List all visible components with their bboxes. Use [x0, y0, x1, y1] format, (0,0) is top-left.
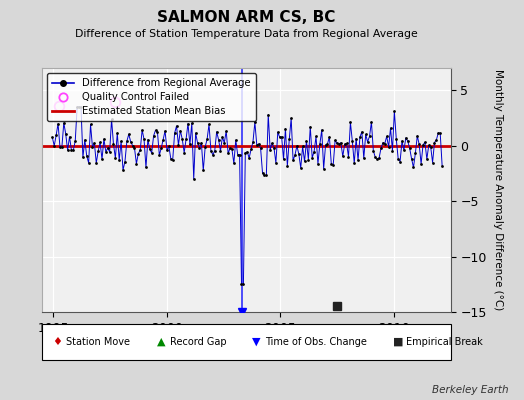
Text: Empirical Break: Empirical Break	[406, 337, 483, 347]
Text: Station Move: Station Move	[66, 337, 129, 347]
Text: Berkeley Earth: Berkeley Earth	[432, 385, 508, 395]
Text: ▼: ▼	[252, 337, 260, 347]
Text: Difference of Station Temperature Data from Regional Average: Difference of Station Temperature Data f…	[75, 29, 418, 39]
Text: ▲: ▲	[157, 337, 166, 347]
Text: SALMON ARM CS, BC: SALMON ARM CS, BC	[157, 10, 335, 26]
Text: ♦: ♦	[52, 337, 62, 347]
Text: Record Gap: Record Gap	[170, 337, 227, 347]
Text: Time of Obs. Change: Time of Obs. Change	[265, 337, 366, 347]
Y-axis label: Monthly Temperature Anomaly Difference (°C): Monthly Temperature Anomaly Difference (…	[494, 69, 504, 311]
Text: ■: ■	[393, 337, 403, 347]
Legend: Difference from Regional Average, Quality Control Failed, Estimated Station Mean: Difference from Regional Average, Qualit…	[47, 73, 256, 121]
